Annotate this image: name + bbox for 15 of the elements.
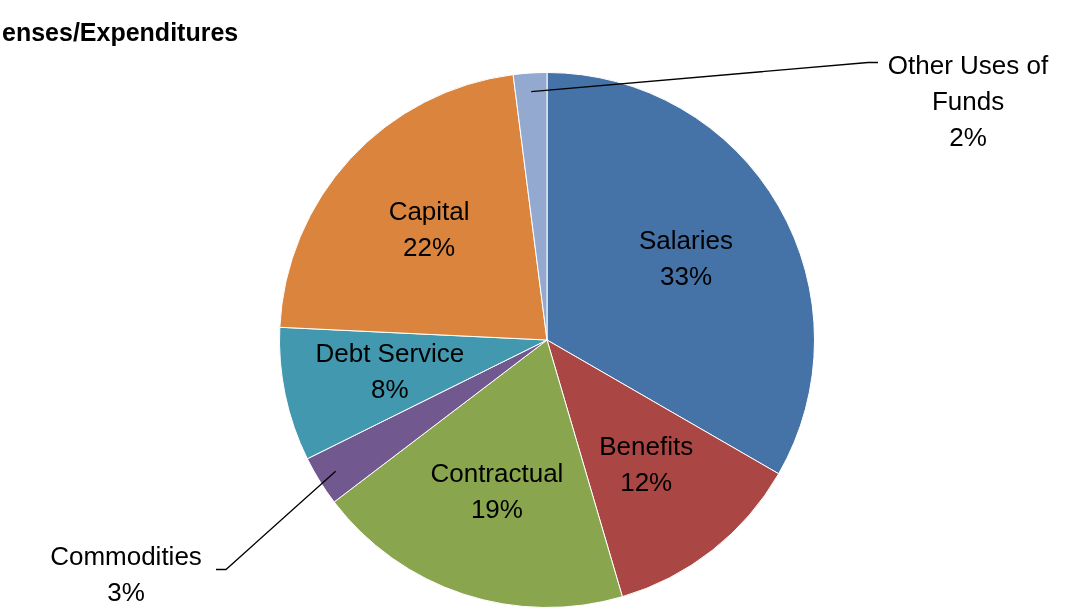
data-label: 33% <box>659 260 713 291</box>
data-label: 12% <box>620 467 673 498</box>
slice-label: Benefits <box>599 431 694 462</box>
data-label: 19% <box>470 493 523 524</box>
data-label: 2% <box>949 121 987 152</box>
data-label: 3% <box>107 576 145 607</box>
slice-label: Debt Service <box>315 338 465 369</box>
slice-label: Other Uses of Funds <box>887 49 1049 116</box>
slice-label: Salaries <box>639 224 733 255</box>
data-label: 8% <box>371 374 409 405</box>
slice-label: Commodities <box>50 540 202 571</box>
slice-label: Contractual <box>430 457 564 488</box>
data-label: 22% <box>403 232 456 263</box>
chart-title: enses/Expenditures <box>2 18 239 47</box>
slice-label: Capital <box>388 196 470 227</box>
